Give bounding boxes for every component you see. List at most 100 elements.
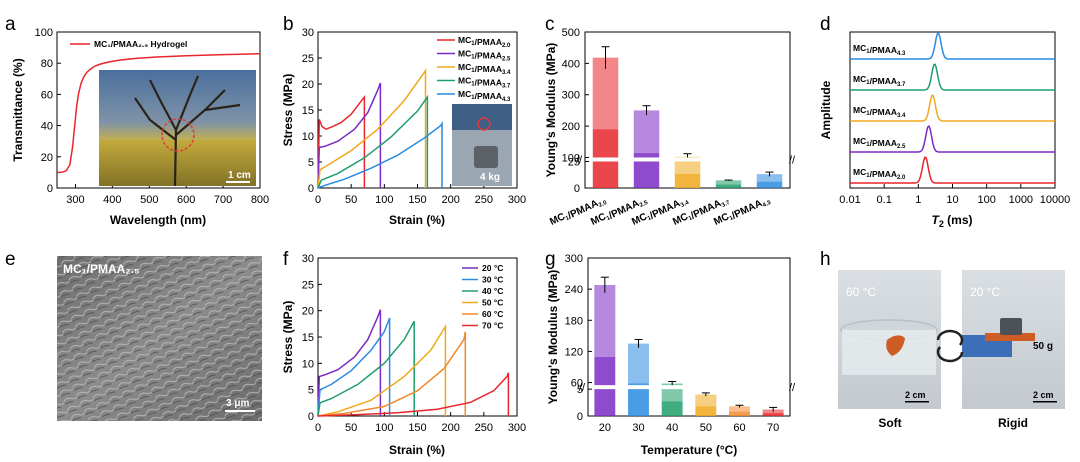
y-tick-label: 30 [302, 253, 314, 265]
y-tick-label: 10 [302, 131, 314, 143]
scale-h-right: 2 cm [1033, 390, 1054, 400]
series-line [317, 67, 427, 189]
x-tick-label: 250 [475, 422, 493, 434]
xlabel-d: T2 (ms) [931, 213, 972, 229]
panel-label-f: f [283, 249, 289, 270]
x-tick-label: 10 [946, 194, 958, 206]
ticks-f: 0 50 100 150 200 250 300 0 5 10 15 20 25 30 [302, 253, 526, 434]
panel-label-h: h [820, 249, 831, 270]
cycle-arrows-icon [936, 329, 964, 363]
series-a [57, 53, 261, 174]
x-tick-label: 300 [508, 422, 526, 434]
x-tick-label: 50 [345, 194, 357, 206]
x-tick-label: 200 [441, 194, 459, 206]
xlabel-g: Temperature (°C) [641, 443, 738, 457]
y-tick-label: 240 [565, 284, 583, 296]
ticks-a: 300 400 500 600 700 800 0 20 40 60 80 100 [35, 27, 270, 206]
bar [661, 383, 683, 416]
bar [633, 110, 660, 188]
x-tick-label: 0.1 [877, 194, 892, 206]
scale-h-left: 2 cm [905, 390, 926, 400]
bar-highlight [729, 406, 750, 412]
temp-right: 20 °C [970, 285, 1000, 299]
ylabel-a: Transmittance (%) [11, 58, 25, 161]
y-tick-label: 5 [308, 385, 314, 397]
y-tick-label: 60 [571, 378, 583, 390]
x-tick-label: 40 [666, 422, 678, 434]
x-tick-label: 700 [214, 194, 232, 206]
photo-label-b: 4 kg [480, 172, 500, 183]
series-d: MC1/PMAA2.0 MC1/PMAA2.5 MC1/PMAA3.4 MC1/PMA… [850, 31, 1055, 184]
bar [715, 180, 742, 188]
x-tick-label: 0.01 [839, 194, 860, 206]
x-tick-label: 100 [375, 194, 393, 206]
legend-b: MC1/PMAA2.0MC1/PMAA2.5MC1/PMAA3.4MC1/PMA… [437, 35, 511, 103]
bar-highlight [695, 394, 717, 407]
x-tick-label: 50 [700, 422, 712, 434]
y-tick-label: 10 [302, 358, 314, 370]
legend-label: 40 °C [482, 286, 503, 296]
y-tick-label: 5 [308, 157, 314, 169]
y-tick-label: 20 [302, 79, 314, 91]
legend-label: 50 °C [482, 298, 503, 308]
series-line [850, 63, 1055, 91]
weight-label: 50 g [1033, 341, 1053, 352]
tree-photo: 1 cm [99, 70, 256, 187]
series-label: MC1/PMAA3.7 [853, 74, 906, 88]
y-tick-label: 20 [41, 152, 53, 164]
x-tick-label: 500 [140, 194, 158, 206]
panel-e: e MC₁/PMAA₂.₅ 3 μm [5, 249, 262, 421]
x-tick-label: 800 [251, 194, 269, 206]
caption-rigid: Rigid [998, 416, 1028, 430]
panel-label-g: g [545, 249, 556, 270]
legend-label: 20 °C [482, 263, 503, 273]
scalebar-e: 3 μm [226, 398, 249, 409]
x-tick-label: 1 [915, 194, 921, 206]
axis-break [586, 157, 789, 162]
break-mark: // [576, 154, 583, 166]
y-tick-label: 25 [568, 156, 580, 168]
panel-label-e: e [5, 249, 16, 270]
bar-highlight [594, 284, 616, 358]
series-label: MC1/PMAA3.4 [853, 105, 906, 119]
x-tick-label: 400 [103, 194, 121, 206]
x-tick-label: 100 [375, 422, 393, 434]
x-tick-label: 150 [408, 194, 426, 206]
series-line [850, 94, 1055, 122]
series-line [317, 309, 382, 417]
bar-highlight [592, 57, 619, 130]
y-tick-label: 15 [302, 105, 314, 117]
y-tick-label: 15 [302, 332, 314, 344]
bar-highlight [756, 174, 783, 182]
y-tick-label: 500 [562, 27, 580, 39]
y-tick-label: 80 [41, 58, 53, 70]
bar [628, 343, 649, 416]
xlabel-b: Strain (%) [389, 213, 445, 227]
legend-label: MC1/PMAA2.0 [458, 35, 511, 49]
series-line [850, 124, 1055, 153]
y-tick-label: 5 [577, 384, 583, 396]
y-tick-label: 30 [302, 27, 314, 39]
x-tick-label: 20 [599, 422, 611, 434]
caption-soft: Soft [878, 416, 901, 430]
break-mark: // [579, 382, 586, 394]
bar [762, 409, 784, 416]
panel-f: f 0 50 100 150 200 250 300 0 5 10 15 20 25 30 Strain … [281, 249, 526, 457]
y-tick-label: 100 [35, 27, 53, 39]
series-line [317, 94, 366, 189]
series-line [317, 323, 447, 417]
panel-b: b 0 50 100 150 200 250 300 0 5 10 15 20 25 30 Strain … [281, 14, 526, 227]
x-tick-label: 30 [632, 422, 644, 434]
bar [756, 174, 783, 188]
y-tick-label: 25 [302, 53, 314, 65]
axis-break [589, 385, 789, 390]
x-tick-label: 60 [733, 422, 745, 434]
bar-highlight [628, 343, 649, 384]
series-line [317, 82, 382, 189]
ylabel-g: Young's Modulus (MPa) [546, 270, 560, 405]
series-line [850, 31, 1055, 60]
y-tick-label: 180 [565, 315, 583, 327]
